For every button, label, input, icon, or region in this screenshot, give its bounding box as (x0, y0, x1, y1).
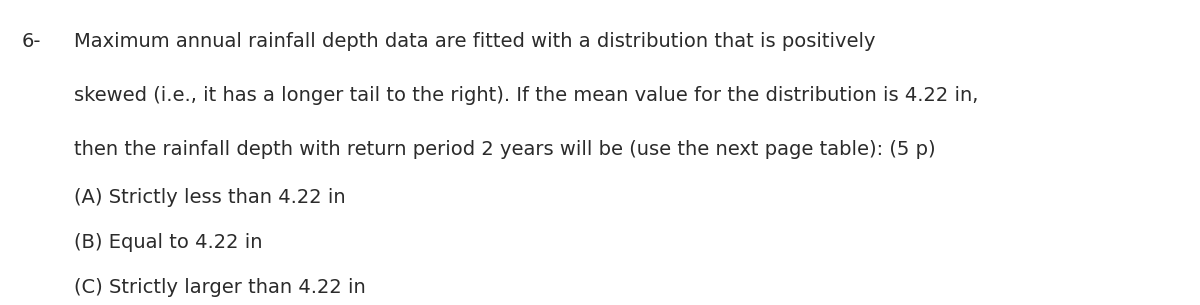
Text: (C) Strictly larger than 4.22 in: (C) Strictly larger than 4.22 in (74, 278, 366, 296)
Text: skewed (i.e., it has a longer tail to the right). If the mean value for the dist: skewed (i.e., it has a longer tail to th… (74, 86, 979, 105)
Text: (B) Equal to 4.22 in: (B) Equal to 4.22 in (74, 233, 263, 252)
Text: Maximum annual rainfall depth data are fitted with a distribution that is positi: Maximum annual rainfall depth data are f… (74, 32, 876, 51)
Text: (A) Strictly less than 4.22 in: (A) Strictly less than 4.22 in (74, 188, 346, 206)
Text: 6-: 6- (22, 32, 41, 51)
Text: then the rainfall depth with return period 2 years will be (use the next page ta: then the rainfall depth with return peri… (74, 140, 936, 159)
